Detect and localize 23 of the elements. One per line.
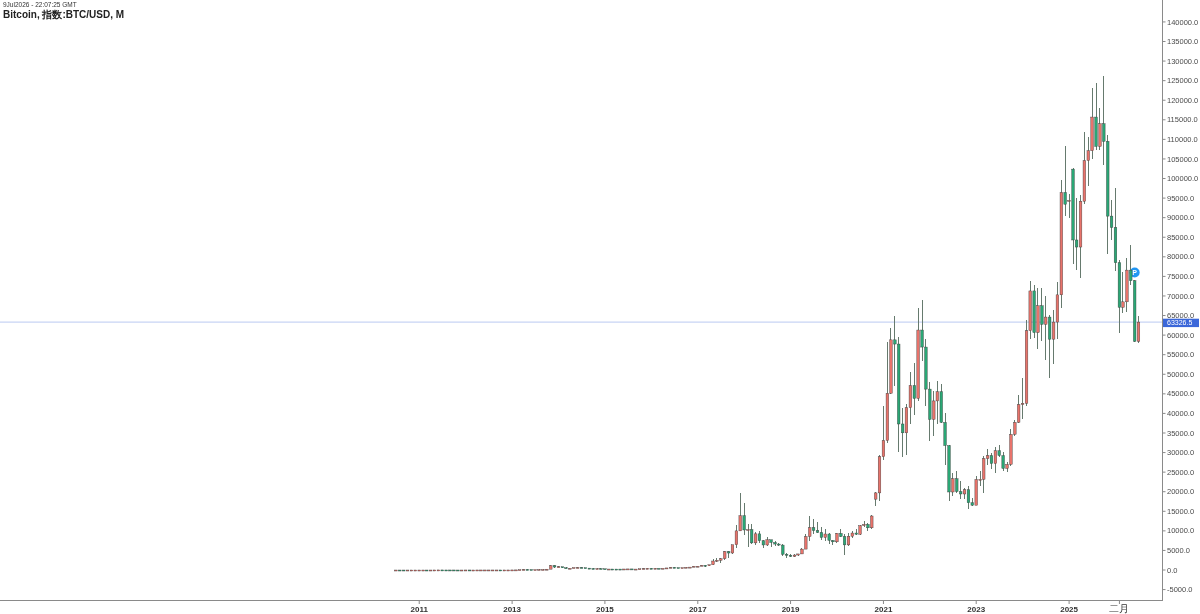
x-tick-label: 2011 <box>410 604 429 614</box>
x-tick-label: 2019 <box>781 604 800 614</box>
x-tick-label: 2013 <box>503 604 522 614</box>
candlestick <box>421 569 425 572</box>
candlestick <box>425 569 429 572</box>
x-tick-label: 2023 <box>967 604 986 614</box>
x-tick-label: 2021 <box>874 604 893 614</box>
candlestick <box>398 569 402 572</box>
candlestick <box>1044 295 1048 361</box>
x-tick-label: 2017 <box>688 604 708 614</box>
x-tick-label: 2025 <box>1060 604 1079 614</box>
candlestick <box>1048 314 1052 379</box>
candlestick <box>506 569 510 572</box>
x-tick-label: 二月 <box>1109 602 1130 614</box>
candlestick <box>498 569 502 572</box>
candlestick <box>715 557 719 563</box>
x-tick-label: 2015 <box>595 604 615 614</box>
candlestick <box>444 569 448 572</box>
candlestick <box>993 446 997 474</box>
candlestick <box>456 569 460 572</box>
text: Bitcoin, 指数:BTC/USD, M <box>3 9 125 20</box>
candlestick <box>769 539 773 548</box>
candlestick <box>402 569 406 572</box>
